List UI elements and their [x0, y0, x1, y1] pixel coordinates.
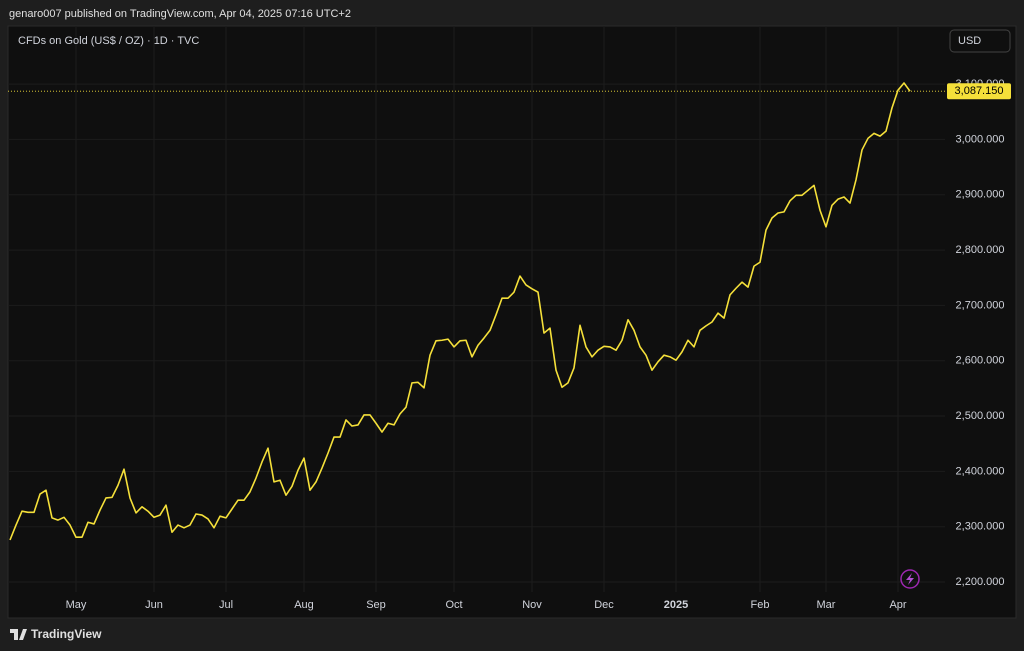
- footer-brand: TradingView: [31, 627, 102, 641]
- x-tick-label: Feb: [751, 599, 770, 611]
- x-tick-label: Mar: [817, 599, 836, 611]
- price-line: [9, 82, 911, 541]
- y-tick-label: 3,000.000: [956, 133, 1005, 145]
- plot: [8, 82, 945, 541]
- last-price-label: 3,087.150: [955, 85, 1004, 97]
- chart-title: CFDs on Gold (US$ / OZ) · 1D · TVC: [18, 35, 199, 47]
- x-tick-label: Jun: [145, 599, 163, 611]
- x-tick-label: 2025: [664, 599, 688, 611]
- currency-button[interactable]: [949, 29, 1011, 53]
- chart-pane: [7, 25, 1017, 619]
- alert-icon[interactable]: [900, 569, 920, 589]
- x-tick-label: Jul: [219, 599, 233, 611]
- y-tick-label: 2,400.000: [956, 465, 1005, 477]
- y-tick-label: 2,300.000: [956, 521, 1005, 533]
- grid: [8, 26, 945, 592]
- x-tick-label: Dec: [594, 599, 614, 611]
- y-tick-label: 2,200.000: [956, 576, 1005, 588]
- logo: [10, 629, 27, 640]
- x-tick-label: Oct: [445, 599, 462, 611]
- y-tick-label: 2,500.000: [956, 410, 1005, 422]
- header: genaro007 published on TradingView.com, …: [9, 8, 351, 20]
- y-tick-label: 2,700.000: [956, 299, 1005, 311]
- x-tick-label: Sep: [366, 599, 386, 611]
- y-tick-label: 2,600.000: [956, 355, 1005, 367]
- x-tick-label: Aug: [294, 599, 314, 611]
- y-tick-label: 2,800.000: [956, 244, 1005, 256]
- currency-label: USD: [958, 35, 981, 47]
- x-tick-label: Nov: [522, 599, 542, 611]
- x-tick-label: Apr: [889, 599, 906, 611]
- y-tick-label: 2,900.000: [956, 189, 1005, 201]
- x-tick-label: May: [66, 599, 87, 611]
- logo-mark: [10, 629, 27, 640]
- alert-bolt: [906, 573, 914, 585]
- last-price-box: [947, 83, 1011, 100]
